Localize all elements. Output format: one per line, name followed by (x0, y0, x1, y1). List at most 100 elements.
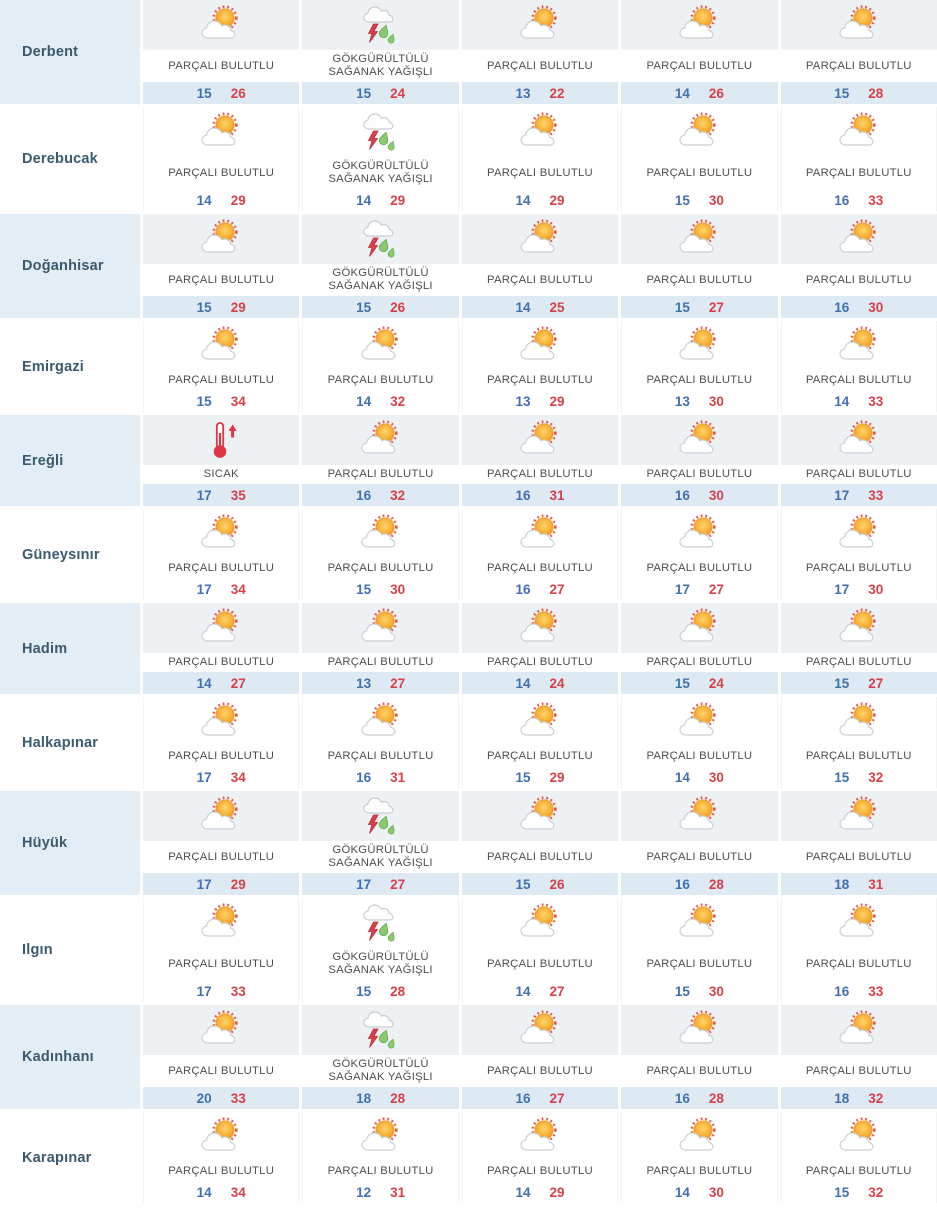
city-name: Halkapınar (22, 734, 99, 751)
partly-cloudy-icon (199, 326, 243, 366)
icon-band (780, 415, 937, 465)
max-temp: 34 (230, 581, 246, 597)
condition-label: PARÇALI BULUTLU (781, 559, 936, 578)
forecast-cell: PARÇALI BULUTLU 16 33 (780, 107, 937, 211)
condition-label: PARÇALI BULUTLU (144, 559, 299, 578)
condition-label: PARÇALI BULUTLU (780, 653, 937, 672)
max-temp: 29 (549, 1184, 565, 1200)
icon-band (461, 415, 619, 465)
forecast-cell: PARÇALI BULUTLU 14 25 (461, 214, 619, 318)
temperature-band: 17 35 (143, 484, 300, 506)
condition-label: PARÇALI BULUTLU (780, 465, 937, 484)
min-temp: 13 (515, 85, 531, 101)
condition-label: PARÇALI BULUTLU (780, 1055, 937, 1087)
thunderstorm-icon (359, 903, 403, 943)
icon-band (782, 1112, 936, 1162)
icon-band (780, 0, 937, 50)
temperature-band: 16 33 (782, 189, 936, 211)
min-temp: 14 (515, 983, 531, 999)
partly-cloudy-icon (518, 326, 562, 366)
hot-icon (199, 420, 243, 460)
table-row: Ereğli SICAK 17 35 PARÇALI BULUTLU 16 32 P… (0, 415, 937, 509)
min-temp: 15 (834, 1184, 850, 1200)
min-temp: 14 (674, 1184, 690, 1200)
temperature-band: 14 29 (463, 189, 617, 211)
max-temp: 29 (230, 876, 246, 892)
condition-label: PARÇALI BULUTLU (143, 1055, 300, 1087)
condition-label: PARÇALI BULUTLU (622, 1162, 777, 1181)
max-temp: 22 (549, 85, 565, 101)
forecast-cell: PARÇALI BULUTLU 17 34 (143, 697, 300, 788)
condition-label: PARÇALI BULUTLU (462, 948, 618, 980)
max-temp: 30 (868, 299, 884, 315)
partly-cloudy-icon (677, 796, 721, 836)
temperature-band: 15 28 (303, 980, 457, 1002)
icon-band (144, 321, 298, 371)
city-name: Ilgın (22, 942, 53, 958)
icon-band (622, 697, 776, 747)
temperature-band: 20 33 (143, 1087, 300, 1109)
min-temp: 16 (674, 876, 690, 892)
partly-cloudy-icon (837, 112, 881, 152)
icon-band (463, 1112, 617, 1162)
partly-cloudy-icon (677, 219, 721, 259)
min-temp: 14 (356, 192, 372, 208)
forecast-cell: PARÇALI BULUTLU 13 22 (461, 0, 619, 104)
temperature-band: 14 25 (461, 296, 619, 318)
forecast-cell: PARÇALI BULUTLU 14 27 (461, 898, 619, 1002)
max-temp: 29 (230, 192, 246, 208)
condition-label: PARÇALI BULUTLU (461, 50, 619, 82)
temperature-band: 15 26 (461, 873, 619, 895)
icon-band (461, 791, 619, 841)
icon-band (621, 0, 778, 50)
max-temp: 32 (390, 487, 406, 503)
max-temp: 33 (868, 192, 884, 208)
temperature-band: 14 33 (782, 390, 936, 412)
min-temp: 18 (356, 1090, 372, 1106)
min-temp: 15 (196, 393, 212, 409)
max-temp: 30 (708, 393, 724, 409)
table-row: Ilgın PARÇALI BULUTLU 17 33 GÖKGÜRÜLTÜLÜ … (0, 898, 937, 1005)
temperature-band: 14 34 (144, 1181, 298, 1203)
max-temp: 33 (868, 487, 884, 503)
min-temp: 16 (356, 769, 372, 785)
condition-label: PARÇALI BULUTLU (780, 264, 937, 296)
partly-cloudy-icon (518, 514, 562, 554)
max-temp: 30 (708, 192, 724, 208)
icon-band (143, 1005, 300, 1055)
forecast-cell: PARÇALI BULUTLU 16 31 (302, 697, 459, 788)
temperature-band: 13 30 (622, 390, 776, 412)
temperature-band: 15 27 (780, 672, 937, 694)
forecast-cell: PARÇALI BULUTLU 16 31 (461, 415, 619, 506)
max-temp: 31 (549, 487, 565, 503)
min-temp: 17 (356, 876, 372, 892)
icon-band (782, 697, 936, 747)
min-temp: 15 (834, 675, 850, 691)
temperature-band: 17 27 (302, 873, 459, 895)
city-name: Kadınhanı (0, 1005, 140, 1109)
max-temp: 34 (230, 1184, 246, 1200)
forecast-cell: PARÇALI BULUTLU 17 29 (143, 791, 300, 895)
temperature-band: 16 27 (463, 578, 617, 600)
min-temp: 15 (356, 85, 372, 101)
condition-label: PARÇALI BULUTLU (780, 841, 937, 873)
forecast-cell: PARÇALI BULUTLU 17 27 (621, 509, 778, 600)
min-temp: 14 (674, 769, 690, 785)
city-name: Güneysınır (22, 546, 100, 563)
partly-cloudy-icon (677, 1010, 721, 1050)
city-name: Karapınar (22, 1149, 92, 1166)
temperature-band: 18 28 (302, 1087, 459, 1109)
partly-cloudy-icon (677, 903, 721, 943)
min-temp: 17 (674, 581, 690, 597)
icon-band (302, 1005, 459, 1055)
temperature-band: 15 26 (302, 296, 459, 318)
max-temp: 27 (549, 581, 565, 597)
icon-band (622, 509, 776, 559)
forecast-cell: PARÇALI BULUTLU 15 32 (780, 1112, 937, 1203)
max-temp: 30 (390, 581, 406, 597)
icon-band (143, 415, 300, 465)
icon-band (621, 791, 778, 841)
temperature-band: 18 31 (780, 873, 937, 895)
condition-label: GÖKGÜRÜLTÜLÜ SAĞANAK YAĞIŞLI (303, 948, 458, 980)
max-temp: 31 (390, 1184, 406, 1200)
